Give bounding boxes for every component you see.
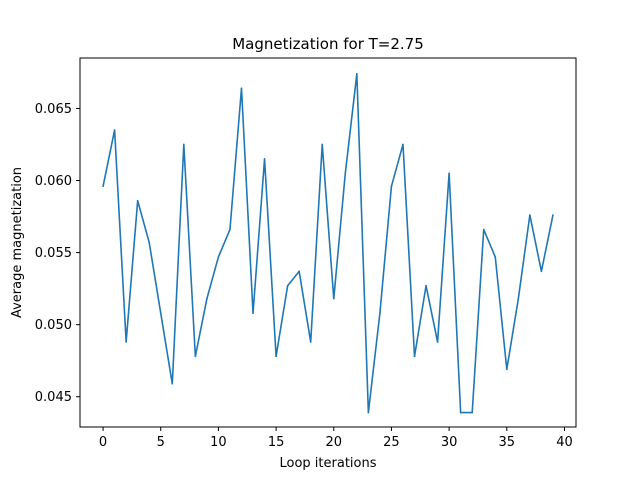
data-point: [263, 158, 266, 160]
data-point: [125, 341, 127, 343]
plot-frame: [79, 57, 577, 428]
x-tick-label: 5: [157, 435, 165, 450]
data-point: [102, 185, 104, 188]
data-point: [309, 341, 312, 343]
data-point: [517, 297, 520, 300]
data-point: [390, 185, 393, 188]
plot-area: [80, 58, 576, 427]
y-axis-label: Average magnetization: [10, 167, 25, 318]
data-point: [482, 228, 485, 231]
data-point: [540, 270, 543, 273]
x-tick-label: 20: [325, 435, 342, 450]
data-point: [252, 312, 254, 314]
y-tick-label: 0.050: [35, 318, 72, 333]
y-tick-label: 0.055: [35, 246, 72, 261]
y-tick-label: 0.065: [35, 102, 72, 117]
data-point: [379, 312, 381, 314]
data-point: [194, 355, 197, 358]
x-tick-label: 15: [268, 435, 285, 450]
data-point: [459, 411, 462, 414]
data-point: [229, 228, 231, 231]
data-point: [298, 270, 300, 273]
data-point: [275, 355, 277, 358]
data-point: [413, 355, 416, 358]
y-tick-label: 0.060: [35, 174, 72, 189]
data-point: [148, 241, 151, 244]
data-point: [217, 256, 220, 258]
data-point: [356, 73, 358, 75]
data-point: [367, 411, 370, 414]
data-point: [494, 256, 497, 258]
data-point: [552, 214, 554, 216]
data-point: [136, 199, 139, 202]
data-point: [436, 341, 439, 343]
x-tick-label: 35: [499, 435, 516, 450]
data-point: [113, 129, 116, 131]
data-point: [286, 284, 289, 287]
x-tick-label: 40: [556, 435, 573, 450]
data-point: [505, 368, 508, 371]
ticks: 0 5 10 15 20 25 30 35 40 0.045 0.050 0.055 0.060 0.06…: [35, 102, 573, 450]
data-point: [240, 87, 243, 90]
data-point: [332, 297, 335, 300]
data-point: [402, 143, 404, 146]
x-tick-label: 30: [441, 435, 458, 450]
data-point: [425, 284, 427, 287]
data-point: [159, 312, 162, 314]
data-point: [171, 382, 174, 385]
data-point: [448, 172, 450, 175]
x-tick-label: 25: [383, 435, 400, 450]
x-tick-label: 0: [99, 435, 107, 450]
data-point: [471, 411, 473, 414]
data-point: [206, 297, 208, 300]
x-tick-label: 10: [210, 435, 227, 450]
data-point: [183, 143, 185, 146]
data-point: [321, 143, 324, 146]
data-point: [344, 172, 347, 175]
x-axis-label: Loop iterations: [280, 456, 377, 471]
y-tick-label: 0.045: [35, 390, 72, 405]
data-point: [529, 214, 531, 216]
lines: [102, 73, 554, 414]
series-line: [102, 73, 554, 414]
chart-title: Magnetization for T=2.75: [232, 35, 424, 53]
